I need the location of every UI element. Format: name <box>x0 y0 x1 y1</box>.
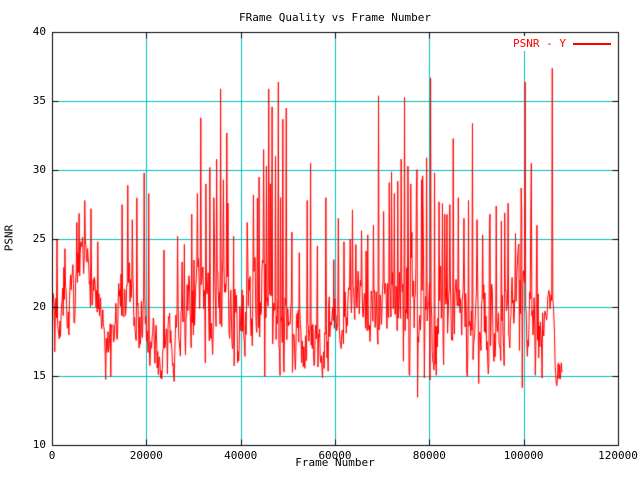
x-tick-label: 80000 <box>412 449 446 462</box>
y-tick-label: 15 <box>32 369 46 383</box>
y-tick-label: 20 <box>32 300 46 314</box>
legend-line-sample-icon <box>573 42 611 45</box>
x-axis-label: Frame Number <box>295 456 375 469</box>
x-tick-label: 60000 <box>318 449 352 462</box>
y-tick-label: 25 <box>32 231 46 245</box>
x-tick-label: 120000 <box>598 449 638 462</box>
y-tick-label: 40 <box>32 25 46 38</box>
x-tick-label: 0 <box>48 449 56 462</box>
x-tick-label: 40000 <box>224 449 258 462</box>
x-tick-label: 100000 <box>503 449 544 462</box>
chart-title: FRame Quality vs Frame Number <box>238 11 432 24</box>
legend-label: PSNR - Y <box>513 37 566 50</box>
y-tick-label: 30 <box>32 162 46 176</box>
y-tick-label: 35 <box>32 93 46 107</box>
legend: PSNR - Y <box>511 36 613 51</box>
y-tick-label: 10 <box>32 438 46 451</box>
x-tick-label: 20000 <box>129 449 163 462</box>
